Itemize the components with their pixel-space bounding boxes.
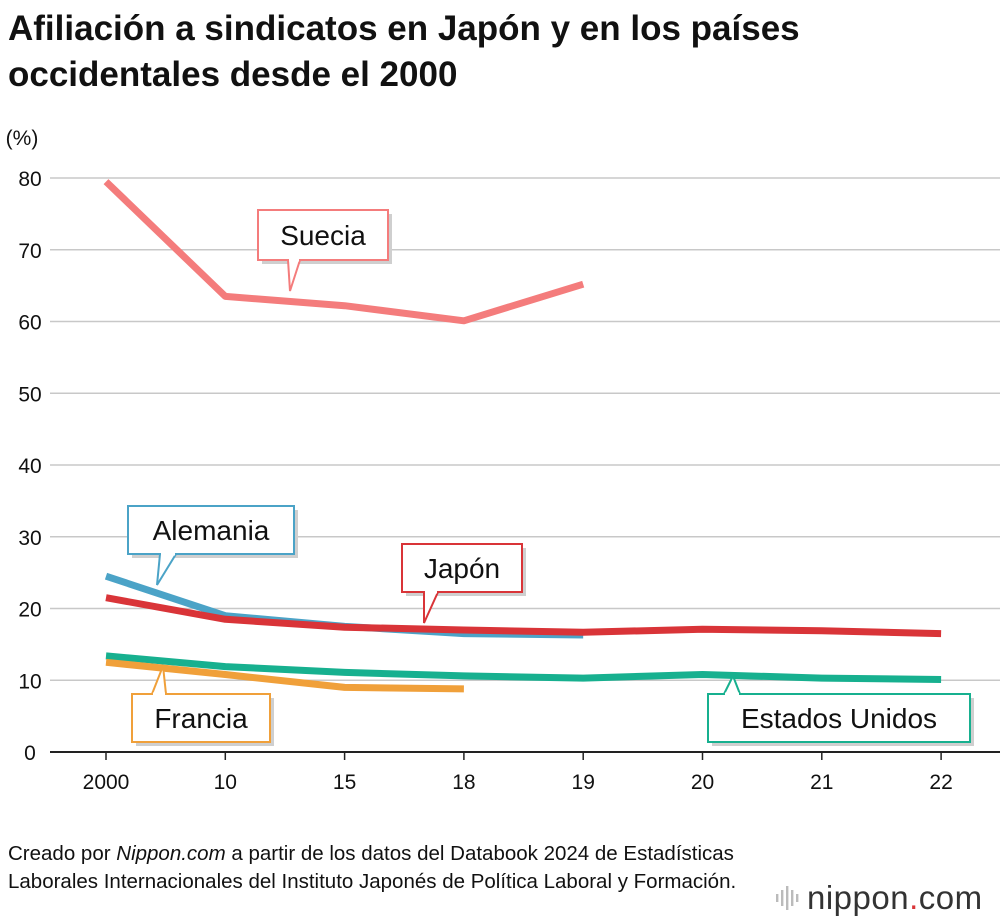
callout-box (401, 543, 523, 593)
nippon-logo: nippon.com (775, 876, 983, 920)
logo-brand-left: nippon (807, 879, 910, 916)
y-tick-label: 70 (18, 240, 41, 263)
source-site: Nippon.com (116, 842, 226, 865)
x-tick-label: 19 (572, 771, 595, 794)
callout-tail (423, 591, 440, 624)
callout-tail (156, 553, 178, 586)
source-text: a partir de los datos del Databook 2024 … (8, 842, 737, 893)
source-note: Creado por Nippon.com a partir de los da… (8, 840, 748, 896)
sound-bars-icon (776, 886, 799, 910)
callout-tail (286, 259, 302, 292)
series-line-francia (105, 658, 464, 693)
x-tick-label: 18 (452, 771, 475, 794)
callout-label: Estados Unidos (741, 703, 937, 734)
y-tick-label: 80 (18, 168, 41, 191)
callout-box (257, 209, 389, 261)
series-line-japón (105, 594, 942, 638)
y-axis-unit-label: (%) (6, 127, 39, 150)
y-tick-label: 20 (18, 599, 41, 622)
callout-label: Alemania (153, 515, 270, 546)
callout-box (131, 693, 271, 743)
y-tick-label: 60 (18, 312, 41, 335)
callout-box (127, 505, 295, 555)
callout-alemania: Alemania (127, 505, 298, 586)
x-tick-label: 20 (691, 771, 714, 794)
callout-suecia: Suecia (257, 209, 392, 292)
chart-title: Afiliación a sindicatos en Japón y en lo… (8, 9, 800, 94)
series-line-suecia (103, 179, 585, 325)
series-line-estados-unidos (105, 652, 942, 683)
callout-box (707, 693, 971, 743)
logo-wordmark: nippon.com (807, 879, 983, 917)
callout-francia: Francia (131, 665, 274, 746)
y-tick-label: 10 (18, 670, 41, 693)
x-tick-label: 2000 (83, 771, 130, 794)
x-tick-label: 15 (333, 771, 356, 794)
logo-brand-dot: . (909, 879, 919, 916)
x-tick-label: 22 (929, 771, 952, 794)
callout-estados-unidos: Estados Unidos (707, 673, 974, 746)
callout-label: Japón (424, 553, 500, 584)
y-tick-label: 0 (24, 742, 36, 765)
logo-brand-right: com (918, 879, 983, 916)
y-tick-label: 40 (18, 455, 41, 478)
callout-label: Francia (154, 703, 248, 734)
y-tick-label: 30 (18, 527, 41, 550)
x-tick-label: 10 (214, 771, 237, 794)
callout-label: Suecia (280, 220, 366, 251)
callout-japón: Japón (401, 543, 526, 624)
source-prefix: Creado por (8, 842, 117, 865)
y-tick-label: 50 (18, 383, 41, 406)
x-tick-label: 21 (810, 771, 833, 794)
